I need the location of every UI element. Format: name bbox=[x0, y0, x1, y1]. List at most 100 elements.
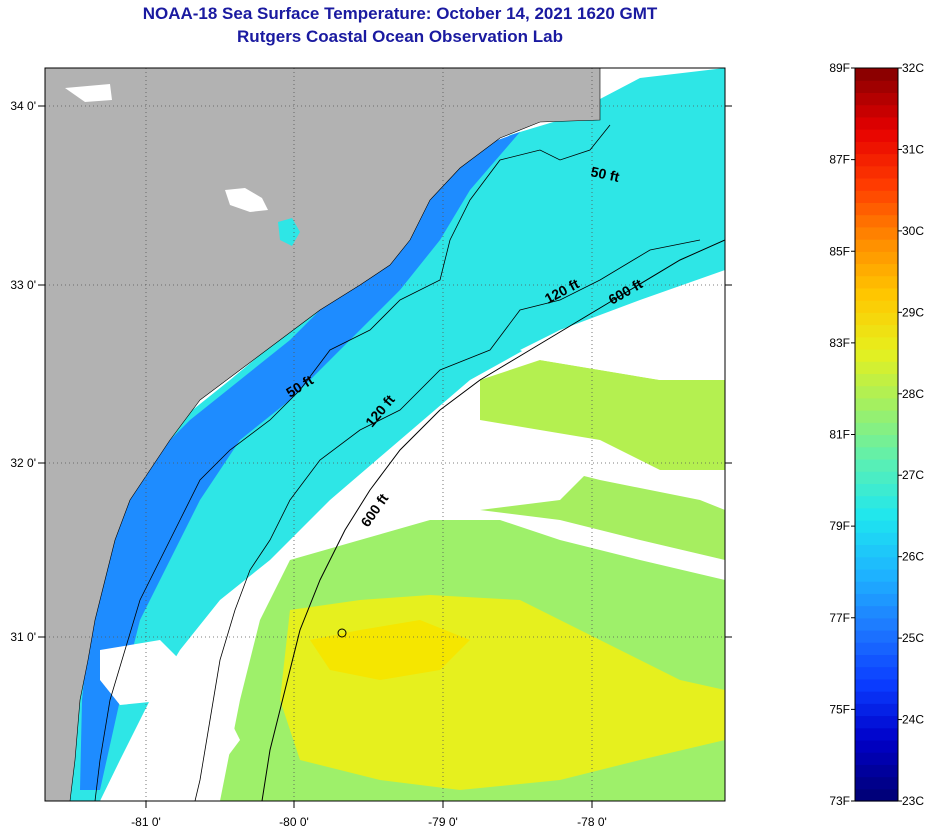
contour-600ft bbox=[261, 239, 725, 801]
celsius-tick-label: 23C bbox=[902, 794, 924, 808]
colorbar-swatch bbox=[855, 752, 898, 765]
colorbar-swatch bbox=[855, 691, 898, 704]
colorbar-swatch bbox=[855, 703, 898, 717]
colorbar-swatch bbox=[855, 715, 898, 729]
colorbar-swatch bbox=[855, 678, 898, 692]
lon-label-81: -81 0' bbox=[131, 815, 161, 829]
colorbar-swatch bbox=[855, 446, 898, 460]
colorbar-swatch bbox=[855, 385, 898, 399]
colorbar-swatch bbox=[855, 92, 898, 106]
celsius-tick-label: 32C bbox=[902, 61, 924, 75]
colorbar-swatch bbox=[855, 397, 898, 411]
colorbar-swatch bbox=[855, 348, 898, 362]
fahrenheit-tick-label: 83F bbox=[829, 336, 850, 350]
sst-swath-blue bbox=[80, 132, 520, 790]
land-mass bbox=[45, 68, 601, 801]
colorbar-swatch bbox=[855, 642, 898, 655]
colorbar-swatch bbox=[855, 410, 898, 423]
colorbar-swatch bbox=[855, 324, 898, 338]
lat-label-33: 33 0' bbox=[10, 278, 36, 292]
colorbar-swatch bbox=[855, 581, 898, 594]
colorbar-swatch bbox=[855, 654, 898, 668]
colorbar-swatch bbox=[855, 739, 898, 753]
colorbar-swatch bbox=[855, 129, 898, 142]
colorbar-swatch bbox=[855, 263, 898, 277]
sst-patch-green-2 bbox=[480, 360, 725, 470]
celsius-tick-label: 28C bbox=[902, 387, 924, 401]
colorbar-swatch bbox=[855, 788, 898, 802]
colorbar-swatch bbox=[855, 605, 898, 619]
colorbar-swatch bbox=[855, 556, 898, 570]
celsius-labels: 32C 31C 30C 29C 28C 27C 26C 25C 24C 23C bbox=[898, 61, 924, 808]
colorbar-swatch bbox=[855, 141, 898, 155]
colorbar-swatch bbox=[855, 153, 898, 167]
colorbar-swatch bbox=[855, 190, 898, 203]
lake-2 bbox=[225, 188, 268, 212]
fahrenheit-tick-label: 75F bbox=[829, 702, 850, 716]
colorbar-swatch bbox=[855, 104, 898, 118]
cloud-gap-3 bbox=[100, 640, 190, 705]
colorbar-swatch bbox=[855, 177, 898, 191]
lon-label-80: -80 0' bbox=[279, 815, 309, 829]
colorbar-swatch bbox=[855, 287, 898, 301]
lake-1 bbox=[65, 84, 112, 102]
lat-label-31: 31 0' bbox=[10, 630, 36, 644]
colorbar-swatch bbox=[855, 214, 898, 228]
lat-label-32: 32 0' bbox=[10, 456, 36, 470]
fahrenheit-tick-label: 81F bbox=[829, 428, 850, 442]
contour-50ft bbox=[94, 124, 611, 801]
colorbar-swatch bbox=[855, 165, 898, 179]
colorbar-swatch bbox=[855, 727, 898, 741]
colorbar-swatch bbox=[855, 226, 898, 240]
fahrenheit-tick-label: 89F bbox=[829, 61, 850, 75]
colorbar-swatch bbox=[855, 434, 898, 448]
celsius-tick-label: 30C bbox=[902, 224, 924, 238]
fahrenheit-tick-label: 87F bbox=[829, 153, 850, 167]
celsius-tick-label: 31C bbox=[902, 142, 924, 156]
map-title: NOAA-18 Sea Surface Temperature: October… bbox=[142, 4, 658, 23]
fahrenheit-labels: 89F 87F 85F 83F 81F 79F 77F 75F 73F bbox=[829, 61, 855, 808]
celsius-tick-label: 27C bbox=[902, 468, 924, 482]
celsius-tick-label: 26C bbox=[902, 550, 924, 564]
colorbar-swatch bbox=[855, 239, 898, 252]
celsius-tick-label: 25C bbox=[902, 631, 924, 645]
colorbar-swatch bbox=[855, 544, 898, 558]
colorbar-swatches bbox=[855, 68, 898, 802]
colorbar-swatch bbox=[855, 776, 898, 790]
celsius-tick-label: 24C bbox=[902, 713, 924, 727]
axis-ticks bbox=[38, 105, 732, 808]
station-marker bbox=[337, 628, 347, 638]
colorbar-swatch bbox=[855, 202, 898, 216]
colorbar-swatch bbox=[855, 251, 898, 265]
lon-label-78: -78 0' bbox=[577, 815, 607, 829]
colorbar-swatch bbox=[855, 666, 898, 680]
sst-patch-yellow-2 bbox=[310, 620, 470, 680]
fahrenheit-tick-label: 79F bbox=[829, 519, 850, 533]
lat-label-34: 34 0' bbox=[10, 99, 36, 113]
lake-3 bbox=[278, 218, 300, 246]
colorbar-swatch bbox=[855, 373, 898, 387]
colorbar-swatch bbox=[855, 507, 898, 521]
cloud-gap-4 bbox=[160, 700, 240, 790]
colorbar-swatch bbox=[855, 275, 898, 289]
cloud-gap-1 bbox=[520, 290, 725, 380]
plot-frame bbox=[44, 67, 726, 802]
colorbar-swatch bbox=[855, 361, 898, 375]
sst-swath-cyan bbox=[70, 68, 725, 801]
contour-120ft bbox=[194, 239, 701, 801]
colorbar-swatch bbox=[855, 764, 898, 778]
colorbar-swatch bbox=[855, 471, 898, 484]
colorbar-swatch bbox=[855, 68, 898, 81]
colorbar-swatch bbox=[855, 336, 898, 350]
colorbar-swatch bbox=[855, 532, 898, 546]
colorbar-swatch bbox=[855, 300, 898, 313]
colorbar-swatch bbox=[855, 568, 898, 582]
fahrenheit-tick-label: 85F bbox=[829, 244, 850, 258]
lon-label-79: -79 0' bbox=[428, 815, 458, 829]
colorbar-swatch bbox=[855, 312, 898, 326]
colorbar-swatch bbox=[855, 617, 898, 631]
colorbar-swatch bbox=[855, 458, 898, 472]
colorbar-swatch bbox=[855, 483, 898, 497]
